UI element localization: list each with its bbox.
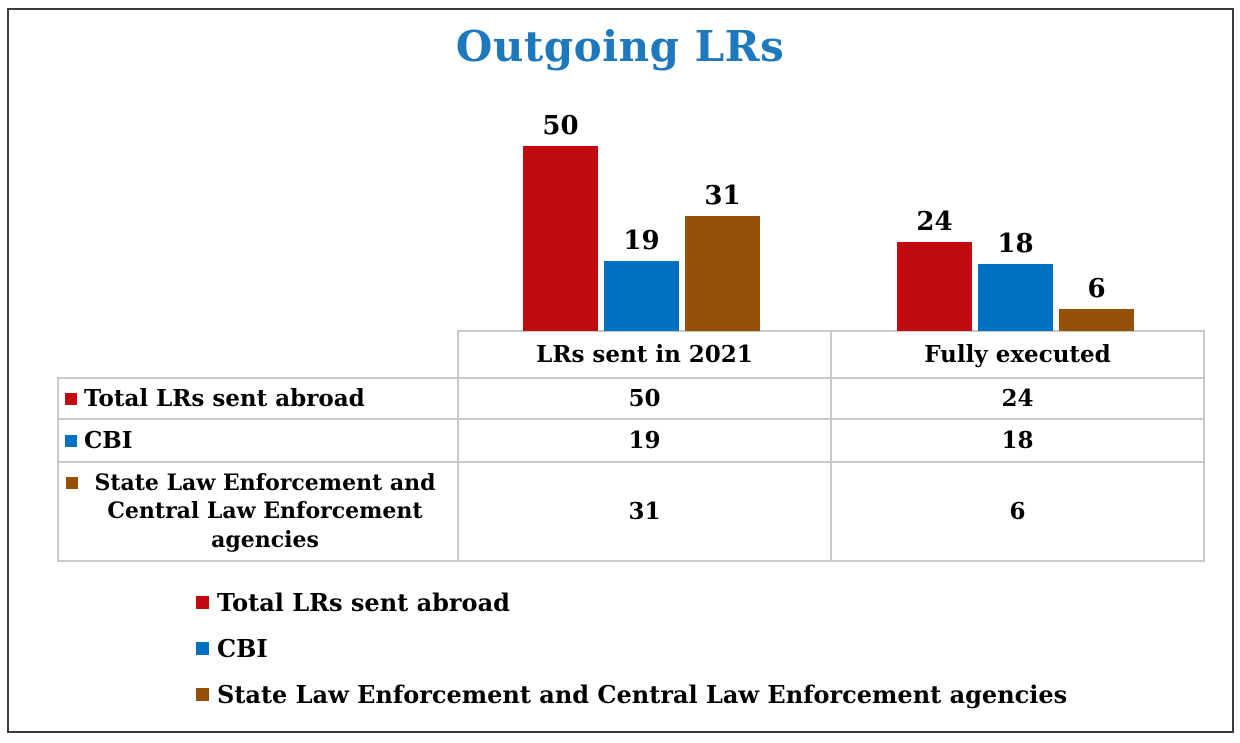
row-label-text: State Law Enforcement and Central Law En… bbox=[94, 470, 436, 553]
table-row: State Law Enforcement and Central Law En… bbox=[57, 461, 1205, 562]
series-color-swatch-icon bbox=[66, 477, 78, 489]
legend-label: CBI bbox=[217, 634, 268, 663]
chart-bar bbox=[897, 242, 972, 331]
series-color-swatch-icon bbox=[65, 435, 77, 447]
table-cell: 18 bbox=[830, 418, 1205, 463]
row-label-text: CBI bbox=[84, 427, 133, 454]
table-cell: 19 bbox=[457, 418, 832, 463]
table-cell: 24 bbox=[830, 377, 1205, 420]
table-header-row: LRs sent in 2021 Fully executed bbox=[58, 330, 1205, 379]
chart-legend: Total LRs sent abroad CBI State Law Enfo… bbox=[196, 588, 1067, 726]
chart-title: Outgoing LRs bbox=[455, 22, 785, 71]
table-cell: 31 bbox=[457, 461, 832, 562]
chart-bar bbox=[523, 146, 598, 331]
legend-label: Total LRs sent abroad bbox=[217, 588, 510, 617]
table-cell: 6 bbox=[830, 461, 1205, 562]
chart-bar bbox=[685, 216, 760, 331]
table-header-lrs-sent-in-2021: LRs sent in 2021 bbox=[457, 330, 832, 379]
row-label-total-lrs-sent-abroad: Total LRs sent abroad bbox=[57, 377, 459, 420]
series-color-swatch-icon bbox=[196, 688, 209, 701]
bar-value-label: 18 bbox=[997, 229, 1034, 259]
bar-value-label: 31 bbox=[704, 181, 741, 211]
legend-item: State Law Enforcement and Central Law En… bbox=[196, 680, 1067, 709]
series-color-swatch-icon bbox=[65, 393, 77, 405]
series-color-swatch-icon bbox=[196, 596, 209, 609]
table-header-fully-executed: Fully executed bbox=[830, 330, 1205, 379]
bar-value-label: 6 bbox=[1087, 274, 1106, 304]
chart-bar bbox=[978, 264, 1053, 331]
series-color-swatch-icon bbox=[196, 642, 209, 655]
legend-item: CBI bbox=[196, 634, 1067, 663]
table-row: CBI 19 18 bbox=[57, 418, 1205, 463]
bar-value-label: 24 bbox=[916, 207, 953, 237]
table-row: Total LRs sent abroad 50 24 bbox=[57, 377, 1205, 420]
legend-label: State Law Enforcement and Central Law En… bbox=[217, 680, 1068, 709]
bar-value-label: 19 bbox=[623, 226, 660, 256]
row-label-cbi: CBI bbox=[57, 418, 459, 463]
row-label-text: Total LRs sent abroad bbox=[84, 385, 365, 412]
table-cell: 50 bbox=[457, 377, 832, 420]
chart-bar bbox=[1059, 309, 1134, 331]
table-corner-blank bbox=[58, 331, 458, 378]
row-label-state-central-law-enforcement: State Law Enforcement and Central Law En… bbox=[57, 461, 459, 562]
chart-bar bbox=[604, 261, 679, 331]
legend-item: Total LRs sent abroad bbox=[196, 588, 1067, 617]
bar-value-label: 50 bbox=[542, 111, 579, 141]
data-table: LRs sent in 2021 Fully executed Total LR… bbox=[57, 330, 1205, 562]
